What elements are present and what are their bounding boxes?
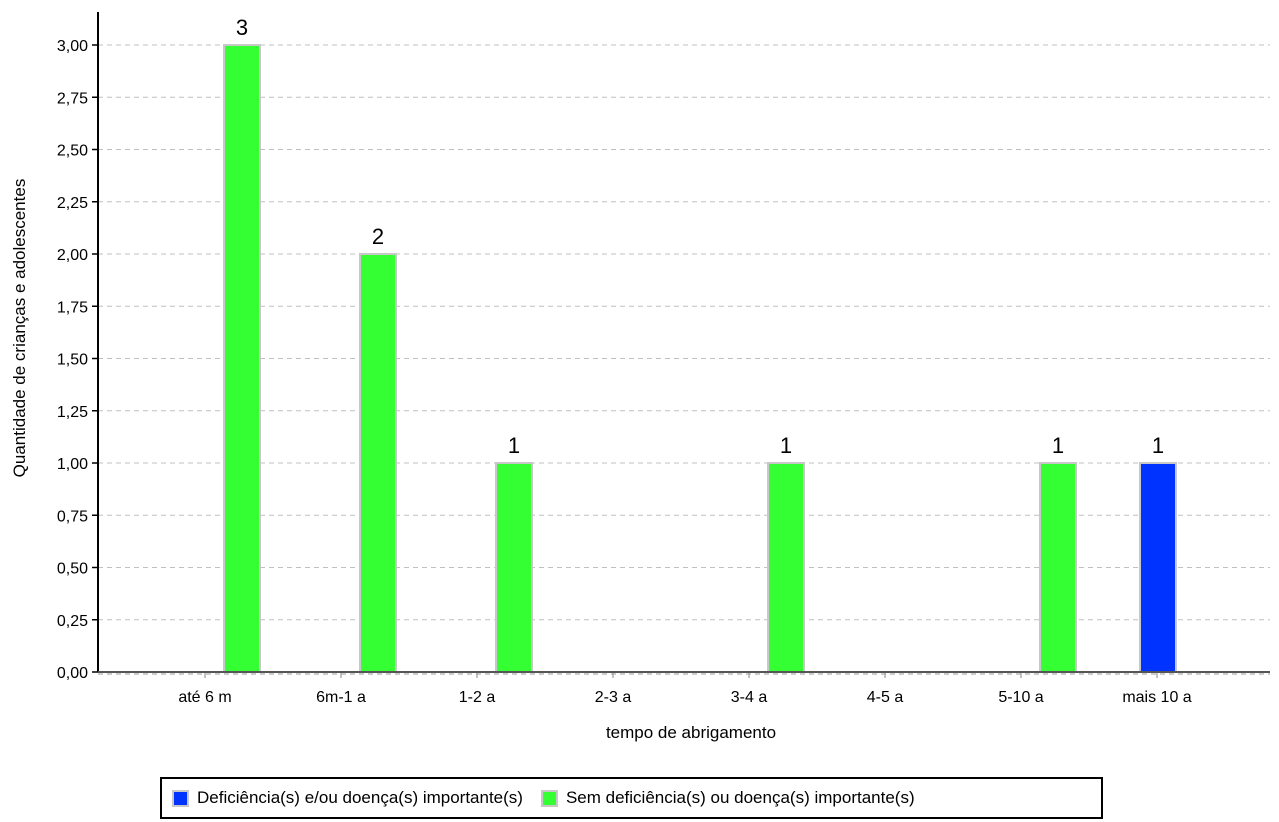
y-tick-label: 3,00 [57,38,88,55]
x-tick-label: 4-5 a [867,689,904,706]
y-tick-label: 2,25 [57,195,88,212]
x-tick-label: 3-4 a [731,689,768,706]
data-label: 1 [780,433,792,458]
bar [359,253,397,673]
y-tick-label: 2,50 [57,143,88,160]
axes: 0,00 0,25 0,50 0,75 1,00 1,25 1,50 1,75 2,00 2,25… [57,12,1270,706]
y-tick-label: 2,00 [57,247,88,264]
x-tick-label: 5-10 a [998,689,1043,706]
legend-item-deficiencia: Deficiência(s) e/ou doença(s) importante… [172,788,523,808]
x-tick-label: 2-3 a [595,689,632,706]
y-tick-label: 1,25 [57,404,88,421]
bar [767,462,805,673]
bar [1039,462,1077,673]
bar [223,44,261,673]
y-tick-label: 1,00 [57,456,88,473]
data-label: 1 [508,433,520,458]
bar [495,462,533,673]
data-label: 3 [236,15,248,40]
legend-item-sem-deficiencia: Sem deficiência(s) ou doença(s) importan… [540,788,915,808]
data-label: 1 [1152,433,1164,458]
data-label: 2 [372,224,384,249]
y-tick-label: 1,75 [57,299,88,316]
x-tick-label: mais 10 a [1122,689,1191,706]
x-tick-label: até 6 m [178,689,231,706]
y-tick-label: 0,00 [57,665,88,682]
y-tick-label: 2,75 [57,90,88,107]
legend-swatch-blue [172,789,189,807]
y-tick-label: 0,50 [57,561,88,578]
y-tick-label: 1,50 [57,352,88,369]
data-labels: 3 2 1 1 1 1 [236,15,1164,458]
legend-label: Deficiência(s) e/ou doença(s) importante… [197,788,523,807]
bar [1139,462,1177,673]
legend-label: Sem deficiência(s) ou doença(s) importan… [565,788,915,807]
bar-chart: 3 2 1 1 1 1 0,00 0,25 0,50 0,75 1,00 1,25 1,50 1,75 2… [10,12,1270,742]
bars [223,44,1177,673]
x-axis-title: tempo de abrigamento [606,723,776,742]
y-tick-label: 0,75 [57,508,88,525]
x-tick-label: 6m-1 a [316,689,366,706]
y-axis-title: Quantidade de crianças e adolescentes [10,179,29,478]
y-tick-label: 0,25 [57,613,88,630]
gridlines [98,44,1270,621]
legend: Deficiência(s) e/ou doença(s) importante… [160,777,1103,819]
x-tick-label: 1-2 a [459,689,496,706]
data-label: 1 [1052,433,1064,458]
legend-swatch-green [540,789,558,807]
